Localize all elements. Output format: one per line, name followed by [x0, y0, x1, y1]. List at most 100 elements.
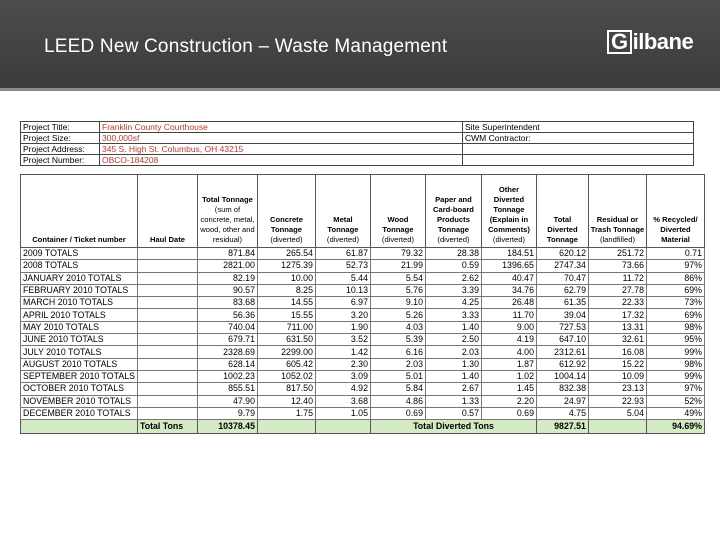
haul-date-cell	[136, 333, 198, 347]
row-label: APRIL 2010 TOTALS	[20, 308, 138, 322]
info-right-label: CWM Contractor:	[462, 132, 694, 144]
wood-cell: 5.26	[369, 308, 426, 322]
other-cell: 34.76	[480, 283, 537, 298]
residual-cell: 16.08	[587, 345, 647, 359]
percent-cell: 99%	[645, 345, 705, 359]
total-diverted-cell: 832.38	[535, 382, 589, 396]
percent-cell: 97%	[645, 382, 705, 396]
metal-cell: 5.44	[314, 271, 371, 285]
residual-cell: 5.04	[587, 406, 647, 421]
percent-cell: 97%	[645, 259, 705, 273]
concrete-cell: 8.25	[256, 283, 316, 298]
totals-spacer	[587, 419, 647, 435]
concrete-cell: 1.75	[256, 406, 316, 421]
total-tonnage-cell: 47.90	[196, 394, 258, 408]
wood-cell: 5.54	[369, 271, 426, 285]
percent-cell: 69%	[645, 308, 705, 322]
project-info-row: Project Address: 345 S. High St. Columbus…	[20, 143, 694, 155]
row-label: NOVEMBER 2010 TOTALS	[20, 394, 138, 408]
header-total-tonnage: Total Tonnage (sum of concrete, metal, wo…	[196, 174, 258, 248]
total-diverted-cell: 647.10	[535, 333, 589, 347]
header-residual: Residual or Trash Tonnage (landfilled)	[587, 174, 647, 248]
total-tonnage-cell: 83.68	[196, 296, 258, 310]
totals-row: Total Tons 10378.45 Total Diverted Tons …	[20, 419, 705, 435]
project-info-row: Project Number: OBCO-184208	[20, 154, 694, 166]
residual-cell: 13.31	[587, 320, 647, 335]
paper-cell: 3.39	[424, 283, 482, 298]
haul-date-cell	[136, 406, 198, 421]
header-total-diverted: Total Diverted Tonnage	[535, 174, 589, 248]
info-right-label	[462, 143, 694, 155]
residual-cell: 10.09	[587, 369, 647, 384]
haul-date-cell	[136, 271, 198, 285]
paper-cell: 1.30	[424, 357, 482, 371]
total-tonnage-cell: 9.79	[196, 406, 258, 421]
wood-cell: 5.39	[369, 333, 426, 347]
header-divider	[0, 88, 720, 91]
total-diverted-cell: 1004.14	[535, 369, 589, 384]
table-header-row: Container / Ticket number Haul Date Tota…	[20, 174, 705, 248]
metal-cell: 2.30	[314, 357, 371, 371]
paper-cell: 4.25	[424, 296, 482, 310]
total-diverted-cell: 620.12	[535, 246, 589, 261]
logo-text: ilbane	[632, 29, 694, 54]
info-value: OBCO-184208	[99, 154, 463, 166]
totals-spacer	[20, 419, 138, 435]
info-value: 300,000sf	[99, 132, 463, 144]
header-percent: % Recycled/ Diverted Material	[645, 174, 705, 248]
row-label: AUGUST 2010 TOTALS	[20, 357, 138, 371]
header-haul-date: Haul Date	[136, 174, 198, 248]
total-diverted-label: Total Diverted Tons	[369, 419, 537, 435]
header-paper: Paper and Card-board Products Tonnage (di…	[424, 174, 482, 248]
table-row: NOVEMBER 2010 TOTALS 47.90 12.40 3.68 4.86 1.…	[20, 394, 705, 408]
residual-cell: 11.72	[587, 271, 647, 285]
table-row: JANUARY 2010 TOTALS 82.19 10.00 5.44 5.54 2.6…	[20, 271, 705, 285]
haul-date-cell	[136, 320, 198, 335]
totals-spacer	[314, 419, 371, 435]
residual-cell: 17.32	[587, 308, 647, 322]
row-label: 2008 TOTALS	[20, 259, 138, 273]
haul-date-cell	[136, 246, 198, 261]
percent-cell: 69%	[645, 283, 705, 298]
residual-cell: 22.33	[587, 296, 647, 310]
total-diverted-cell: 62.79	[535, 283, 589, 298]
concrete-cell: 10.00	[256, 271, 316, 285]
concrete-cell: 12.40	[256, 394, 316, 408]
slide-title: LEED New Construction – Waste Management	[44, 36, 448, 57]
paper-cell: 2.67	[424, 382, 482, 396]
percent-cell: 0.71	[645, 246, 705, 261]
haul-date-cell	[136, 345, 198, 359]
waste-tonnage-table: Container / Ticket number Haul Date Tota…	[20, 174, 705, 435]
total-diverted-value: 9827.51	[535, 419, 589, 435]
percent-cell: 86%	[645, 271, 705, 285]
total-tonnage-cell: 628.14	[196, 357, 258, 371]
percent-cell: 99%	[645, 369, 705, 384]
total-diverted-cell: 612.92	[535, 357, 589, 371]
table-row: 2009 TOTALS 871.84 265.54 61.87 79.32 28.38 18…	[20, 246, 705, 261]
wood-cell: 4.86	[369, 394, 426, 408]
wood-cell: 5.76	[369, 283, 426, 298]
metal-cell: 3.20	[314, 308, 371, 322]
haul-date-cell	[136, 369, 198, 384]
table-row: JUNE 2010 TOTALS 679.71 631.50 3.52 5.39 2.50…	[20, 333, 705, 347]
residual-cell: 27.78	[587, 283, 647, 298]
residual-cell: 73.66	[587, 259, 647, 273]
total-tonnage-cell: 56.36	[196, 308, 258, 322]
paper-cell: 1.33	[424, 394, 482, 408]
table-row: AUGUST 2010 TOTALS 628.14 605.42 2.30 2.03 1.…	[20, 357, 705, 371]
percent-cell: 98%	[645, 357, 705, 371]
metal-cell: 61.87	[314, 246, 371, 261]
header-metal: Metal Tonnage (diverted)	[314, 174, 371, 248]
row-label: JUNE 2010 TOTALS	[20, 333, 138, 347]
haul-date-cell	[136, 283, 198, 298]
project-info-table: Project Title: Franklin County Courthouse…	[20, 121, 694, 166]
info-label: Project Size:	[20, 132, 100, 144]
header-container: Container / Ticket number	[20, 174, 138, 248]
totals-spacer	[256, 419, 316, 435]
row-label: DECEMBER 2010 TOTALS	[20, 406, 138, 421]
residual-cell: 22.93	[587, 394, 647, 408]
wood-cell: 6.16	[369, 345, 426, 359]
info-label: Project Title:	[20, 121, 100, 133]
wood-cell: 2.03	[369, 357, 426, 371]
total-diverted-cell: 4.75	[535, 406, 589, 421]
